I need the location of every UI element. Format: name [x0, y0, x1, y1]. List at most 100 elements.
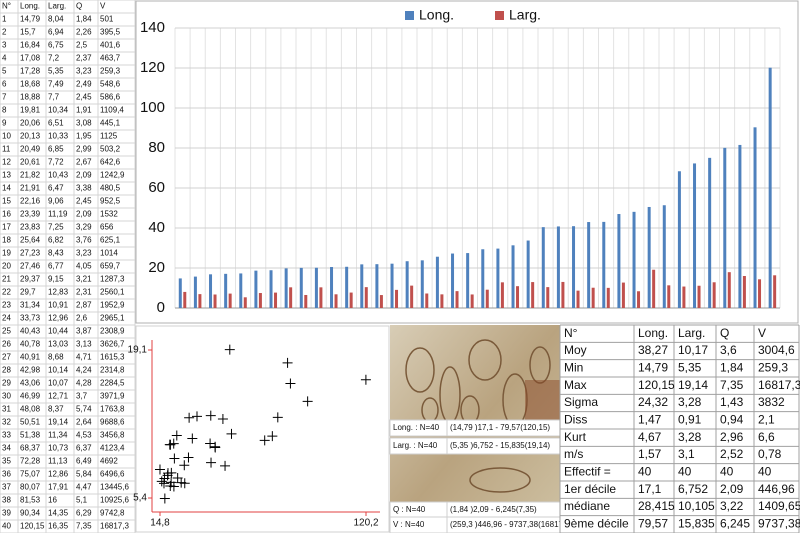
table-cell: 401,6	[100, 41, 121, 50]
table-cell: 3,08	[76, 119, 92, 128]
y-tick-label: 0	[157, 299, 165, 316]
point	[171, 430, 182, 441]
point	[166, 477, 177, 488]
table-cell: 2,64	[76, 418, 92, 427]
table-cell: 33	[2, 431, 11, 440]
table-cell: 1,95	[76, 132, 92, 141]
bar	[420, 260, 424, 308]
table-cell: 9,06	[48, 197, 64, 206]
table-cell: 40	[638, 465, 652, 479]
table-cell: 20,06	[20, 119, 41, 128]
table-cell: 6,82	[48, 236, 64, 245]
table-cell: 25	[2, 327, 11, 336]
point	[187, 433, 198, 444]
point	[282, 357, 293, 368]
table-cell: 4692	[100, 457, 118, 466]
table-cell: 17,08	[20, 54, 41, 63]
scatter-frame	[135, 325, 390, 533]
table-cell: 9,15	[48, 275, 64, 284]
table-cell: 17,91	[48, 483, 69, 492]
x-tick-label: 14,8	[150, 518, 170, 529]
bar	[243, 297, 247, 308]
bar	[602, 221, 606, 308]
table-cell: 4,71	[76, 353, 92, 362]
table-cell: 259,3	[758, 361, 788, 375]
table-cell: 10,33	[48, 132, 69, 141]
bar	[334, 294, 338, 308]
table-cell: 3971,9	[100, 392, 125, 401]
table-cell: 21,91	[20, 184, 41, 193]
bar	[395, 289, 399, 308]
table-cell: 625,1	[100, 236, 121, 245]
bar	[606, 287, 610, 308]
table-cell: 2,37	[76, 54, 92, 63]
table-cell: 50,51	[20, 418, 41, 427]
table-cell: 68,37	[20, 444, 41, 453]
bar	[712, 282, 716, 308]
table-cell: 2,96	[720, 430, 744, 444]
bar	[667, 285, 671, 308]
table-cell: 446,96	[758, 482, 795, 496]
table-cell: 6	[2, 80, 7, 89]
table-cell: 30	[2, 392, 11, 401]
bar	[682, 286, 686, 308]
point	[272, 412, 283, 423]
table-cell: 4,24	[76, 366, 92, 375]
table-cell: 2,52	[720, 447, 744, 461]
table-cell: 952,5	[100, 197, 121, 206]
table-cell: 23,83	[20, 223, 41, 232]
bar	[410, 285, 414, 308]
table-cell: 2,09	[76, 210, 92, 219]
column-header: V	[100, 2, 106, 11]
table-cell: 3,13	[76, 340, 92, 349]
legend-label: Larg.	[509, 7, 541, 23]
table-cell: 1242,9	[100, 171, 125, 180]
table-cell: 1615,3	[100, 353, 125, 362]
table-cell: 11,13	[48, 457, 68, 466]
table-cell: 1532	[100, 210, 118, 219]
column-header: Long.	[638, 326, 668, 340]
table-cell: 2284,5	[100, 379, 125, 388]
table-cell: 6,49	[76, 457, 92, 466]
table-cell: 46,99	[20, 392, 41, 401]
table-cell: 1,43	[720, 395, 744, 409]
table-cell: 10,91	[48, 301, 69, 310]
bar	[345, 266, 349, 308]
table-cell: 10925,6	[100, 496, 129, 505]
overlay-label: V : N=40	[393, 520, 425, 529]
bar	[526, 240, 530, 308]
table-cell: 12,83	[48, 288, 69, 297]
y-tick-label: 140	[140, 19, 165, 36]
table-cell: 72,28	[20, 457, 41, 466]
table-cell: 23	[2, 301, 11, 310]
bar	[209, 274, 213, 308]
point	[220, 460, 231, 471]
bar	[556, 226, 560, 308]
table-cell: 6,77	[48, 262, 64, 271]
table-cell: Min	[564, 361, 583, 375]
table-cell: 3,87	[76, 327, 92, 336]
table-cell: 5,1	[76, 496, 88, 505]
bar	[390, 263, 394, 308]
table-cell: 51,38	[20, 431, 41, 440]
table-cell: 503,2	[100, 145, 121, 154]
table-cell: 13	[2, 171, 11, 180]
table-cell: 120,15	[20, 522, 45, 531]
point	[285, 378, 296, 389]
table-cell: 40	[758, 465, 772, 479]
table-cell: 40	[2, 522, 11, 531]
point	[259, 435, 270, 446]
table-cell: 1,84	[720, 361, 744, 375]
bar	[496, 248, 500, 308]
table-cell: 11,34	[48, 431, 68, 440]
column-header: N°	[2, 2, 11, 11]
table-cell: 31	[2, 405, 11, 414]
table-cell: 18	[2, 236, 11, 245]
table-cell: 2314,8	[100, 366, 125, 375]
table-cell: 20,49	[20, 145, 41, 154]
bar	[591, 287, 595, 308]
photo-overlay: Long. : N=40 (14,79 )17,1 - 79,57(120,15)…	[389, 419, 573, 533]
table-cell: 3,28	[678, 430, 702, 444]
table-cell: 5,35	[678, 361, 702, 375]
